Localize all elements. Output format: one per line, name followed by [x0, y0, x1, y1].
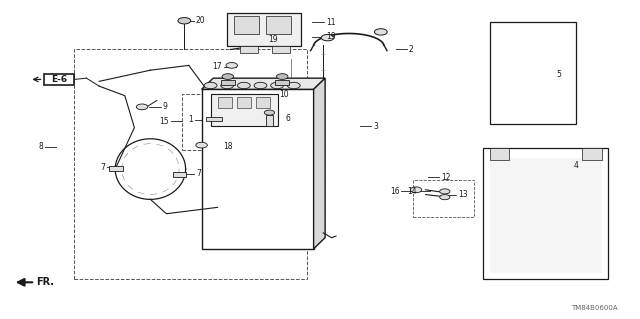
Circle shape: [410, 187, 422, 193]
Bar: [202, 89, 314, 249]
Bar: [266, 16, 291, 34]
Text: 9: 9: [163, 102, 168, 111]
Polygon shape: [202, 78, 325, 89]
Text: 6: 6: [285, 114, 291, 122]
Text: 10: 10: [279, 90, 289, 99]
Bar: [218, 97, 232, 108]
Circle shape: [178, 18, 191, 24]
Text: 1: 1: [189, 115, 193, 124]
Bar: [256, 97, 270, 108]
Bar: [227, 13, 301, 46]
Text: 18: 18: [223, 142, 233, 151]
Circle shape: [276, 74, 288, 79]
Circle shape: [287, 82, 300, 89]
Circle shape: [204, 82, 217, 89]
Text: 17: 17: [212, 63, 222, 71]
Text: 7: 7: [196, 169, 201, 178]
Text: 16: 16: [390, 187, 399, 196]
Text: 19: 19: [326, 32, 335, 41]
Bar: [173, 172, 186, 177]
Text: 13: 13: [458, 190, 468, 199]
Circle shape: [254, 82, 267, 89]
Circle shape: [440, 195, 450, 200]
Bar: [483, 148, 608, 279]
Text: 12: 12: [441, 173, 451, 182]
Circle shape: [226, 63, 237, 68]
Circle shape: [221, 82, 234, 89]
Text: 7: 7: [100, 163, 105, 172]
Circle shape: [321, 34, 334, 41]
Text: 5: 5: [556, 70, 561, 79]
Bar: [109, 166, 123, 171]
Text: 15: 15: [159, 117, 169, 126]
Bar: [182, 94, 320, 150]
Bar: [74, 49, 307, 279]
Text: 19: 19: [268, 35, 278, 44]
Text: E-6: E-6: [51, 75, 67, 84]
Polygon shape: [490, 158, 602, 273]
Circle shape: [271, 82, 284, 89]
Polygon shape: [314, 78, 325, 249]
Text: 4: 4: [573, 161, 579, 170]
Bar: [266, 115, 273, 126]
Bar: [582, 148, 602, 160]
FancyBboxPatch shape: [44, 74, 74, 85]
Bar: [413, 180, 474, 217]
Bar: [240, 46, 259, 53]
Circle shape: [374, 29, 387, 35]
Text: 14: 14: [407, 187, 417, 196]
Circle shape: [136, 104, 148, 110]
Text: FR.: FR.: [36, 277, 54, 287]
Bar: [490, 148, 509, 160]
Bar: [275, 80, 289, 85]
Circle shape: [196, 142, 207, 148]
Circle shape: [222, 74, 234, 79]
Circle shape: [237, 82, 250, 89]
Text: 20: 20: [196, 16, 205, 25]
Text: TM84B0600A: TM84B0600A: [571, 305, 618, 311]
Text: 8: 8: [38, 142, 43, 151]
Circle shape: [440, 189, 450, 194]
Bar: [490, 22, 576, 124]
Bar: [272, 46, 291, 53]
Text: 11: 11: [326, 18, 335, 27]
Text: 3: 3: [373, 122, 378, 130]
Bar: [206, 117, 222, 121]
Bar: [234, 16, 259, 34]
Bar: [237, 97, 251, 108]
Circle shape: [264, 110, 275, 115]
Text: 2: 2: [409, 45, 413, 54]
Bar: [211, 94, 278, 126]
Bar: [221, 80, 235, 85]
